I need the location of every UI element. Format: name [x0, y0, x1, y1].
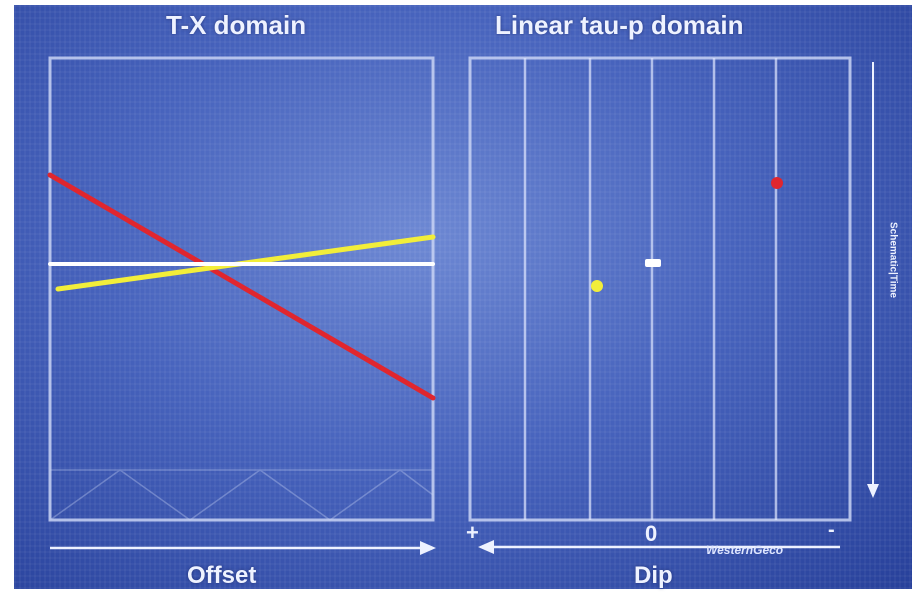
taup-panel-frame	[468, 56, 852, 522]
tx-red-event-line	[47, 172, 436, 401]
dip-arrow-head	[478, 540, 494, 554]
dip-tick-minus: -	[828, 519, 835, 541]
tx-panel-faint-lines	[49, 469, 434, 521]
tx-domain-title: T-X domain	[166, 10, 307, 40]
taup-domain-title: Linear tau-p domain	[495, 10, 744, 40]
time-axis-side-label: Schematic|Time	[887, 222, 899, 298]
westerngeco-logo-text: WesternGeco	[706, 543, 784, 557]
dip-axis-label: Dip	[634, 562, 673, 589]
dip-tick-plus: +	[466, 520, 479, 545]
taup-yellow-point	[591, 280, 603, 292]
taup-red-point	[771, 177, 783, 189]
offset-axis-label: Offset	[187, 562, 257, 589]
offset-arrow-head	[420, 541, 436, 555]
taup-grid-lines	[523, 58, 778, 520]
time-arrow-head	[867, 484, 879, 498]
taup-white-point	[645, 259, 661, 267]
dip-tick-zero: 0	[645, 521, 658, 546]
tx-panel-frame	[48, 56, 435, 522]
